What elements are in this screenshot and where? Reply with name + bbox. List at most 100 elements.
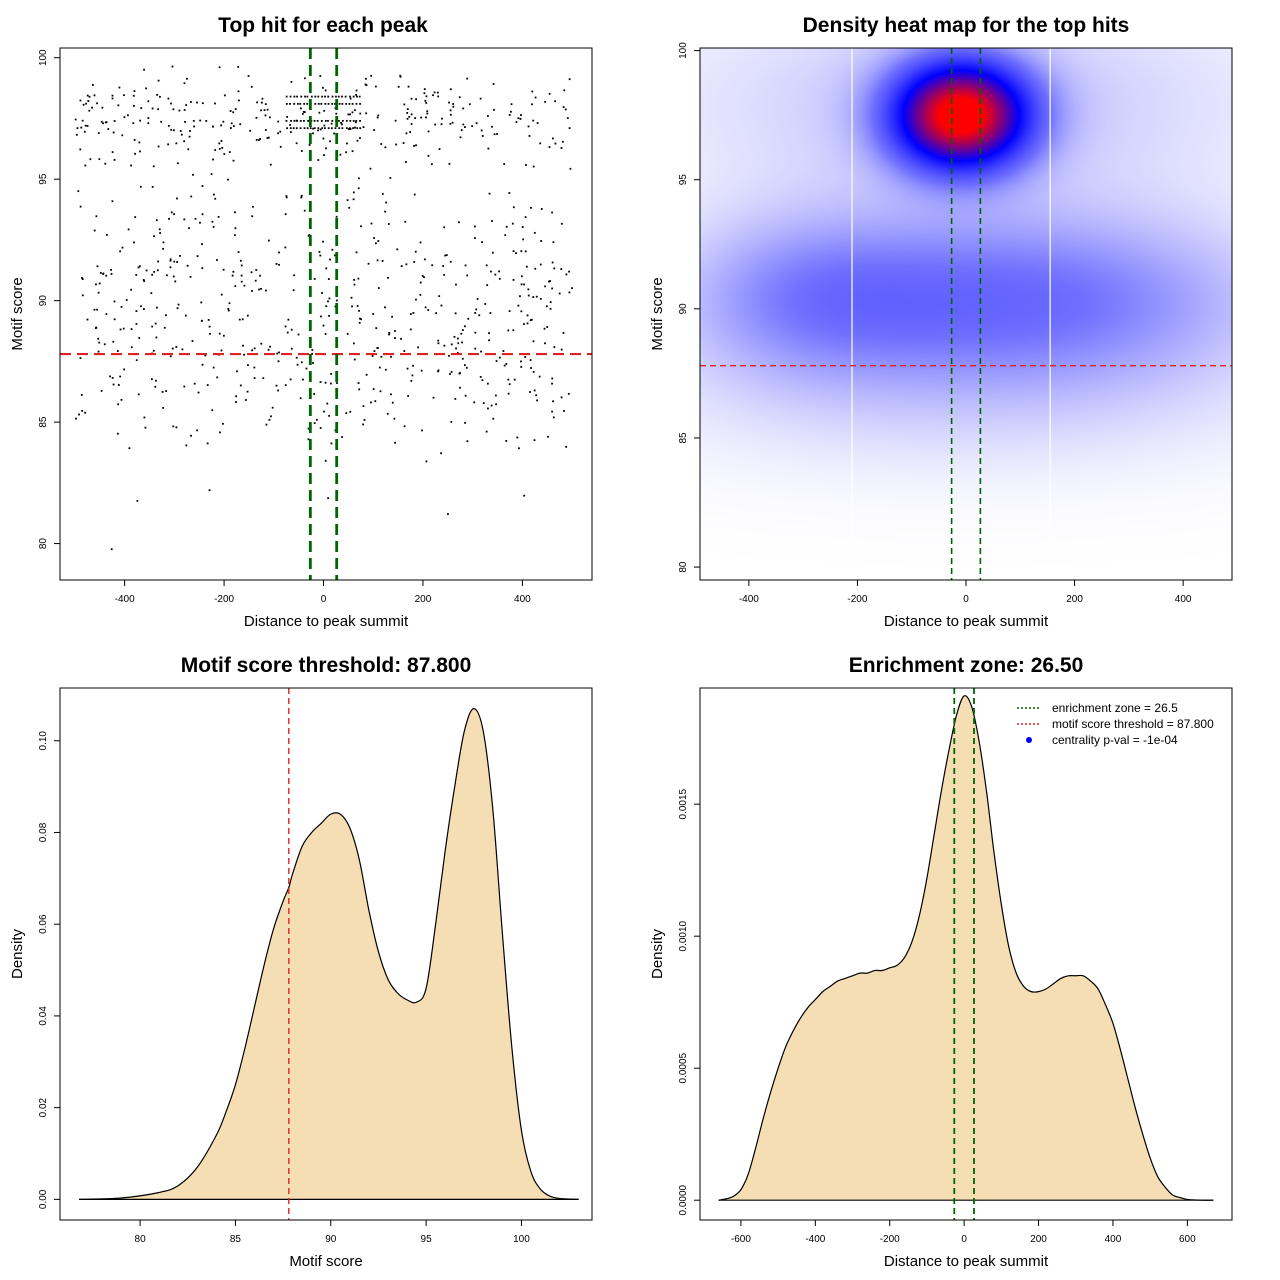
- scatter-point: [279, 130, 282, 133]
- scatter-point: [321, 95, 324, 98]
- scatter-point: [276, 352, 279, 355]
- scatter-point: [121, 246, 124, 249]
- scatter-point: [183, 218, 186, 221]
- scatter-point: [319, 381, 322, 384]
- scatter-point: [481, 379, 484, 382]
- scatter-point: [251, 215, 254, 218]
- scatter-point: [286, 331, 289, 334]
- scatter-point: [154, 385, 157, 388]
- scatter-point: [335, 95, 337, 98]
- scatter-point: [326, 402, 329, 405]
- scatter-point: [243, 284, 246, 287]
- scatter-point: [331, 95, 334, 98]
- scatter-point: [91, 106, 93, 109]
- scatter-point: [242, 344, 244, 347]
- scatter-point: [290, 119, 292, 122]
- scatter-point: [360, 225, 362, 228]
- scatter-point: [390, 393, 392, 396]
- scatter-point: [159, 232, 161, 234]
- scatter-point: [476, 298, 479, 300]
- scatter-point: [408, 115, 411, 118]
- scatter-point: [120, 398, 123, 401]
- scatter-point: [420, 369, 423, 372]
- scatter-point: [461, 329, 464, 331]
- scatter-point: [413, 193, 416, 196]
- scatter-point: [132, 122, 135, 125]
- scatter-point: [549, 307, 552, 310]
- scatter-point: [105, 274, 108, 277]
- scatter-point: [230, 122, 233, 125]
- scatter-point: [552, 241, 555, 244]
- scatter-point: [234, 285, 237, 288]
- scatter-point: [437, 369, 440, 372]
- scatter-point: [505, 363, 508, 365]
- scatter-point: [316, 119, 319, 122]
- scatter-point: [448, 162, 451, 165]
- scatter-point: [376, 116, 379, 119]
- scatter-point: [255, 138, 258, 141]
- scatter-point: [93, 94, 96, 97]
- scatter-point: [107, 128, 110, 130]
- scatter-point: [264, 103, 267, 105]
- scatter-point: [420, 116, 423, 119]
- scatter-point: [130, 164, 133, 167]
- scatter-point: [449, 113, 452, 116]
- scatter-point: [490, 404, 493, 407]
- scatter-point: [437, 370, 439, 373]
- scatter-point: [322, 240, 324, 243]
- scatter-point: [79, 148, 82, 151]
- scatter-point: [183, 109, 186, 111]
- heatmap-raster: [700, 48, 1232, 580]
- scatter-point: [464, 126, 466, 129]
- scatter-point: [338, 102, 341, 105]
- scatter-point: [433, 91, 436, 94]
- scatter-point: [159, 95, 161, 98]
- scatter-point: [565, 445, 568, 448]
- scatter-point: [113, 159, 116, 161]
- scatter-point: [373, 237, 375, 239]
- scatter-point: [324, 127, 326, 130]
- scatter-point: [189, 130, 191, 132]
- x-tick-label: 200: [1066, 594, 1083, 605]
- scatter-point: [293, 95, 296, 98]
- scatter-point: [323, 124, 326, 127]
- scatter-point: [147, 122, 150, 125]
- scatter-point: [384, 146, 387, 149]
- scatter-point: [353, 358, 356, 361]
- scatter-point: [348, 102, 351, 105]
- scatter-point: [310, 95, 313, 98]
- scatter-point: [329, 258, 331, 261]
- scatter-point: [373, 350, 376, 352]
- scatter-point: [239, 259, 242, 262]
- scatter-point: [440, 123, 443, 126]
- scatter-point: [81, 294, 84, 297]
- x-tick-label: -400: [739, 594, 759, 605]
- x-tick-label: 200: [415, 594, 432, 605]
- scatter-point: [355, 119, 358, 122]
- scatter-point: [410, 379, 413, 382]
- scatter-point: [232, 159, 235, 162]
- scatter-point: [533, 389, 536, 392]
- x-tick-label: -200: [847, 594, 867, 605]
- scatter-point: [370, 401, 372, 404]
- scatter-point: [88, 95, 91, 98]
- scatter-point: [435, 312, 438, 315]
- scatter-point: [151, 186, 154, 188]
- scatter-point: [306, 102, 309, 105]
- scatter-point: [458, 372, 461, 375]
- scatter-point: [474, 347, 477, 350]
- scatter-point: [487, 407, 489, 410]
- scatter-point: [93, 308, 96, 311]
- scatter-point: [105, 121, 108, 124]
- scatter-point: [201, 213, 204, 216]
- scatter-point: [79, 357, 82, 360]
- scatter-point: [84, 124, 87, 127]
- scatter-point: [305, 367, 308, 370]
- scatter-point: [234, 108, 237, 110]
- scatter-point: [243, 353, 246, 356]
- scatter-point: [362, 126, 365, 129]
- scatter-point: [488, 339, 490, 342]
- scatter-point: [289, 378, 292, 381]
- scatter-point: [277, 132, 279, 135]
- scatter-point: [209, 332, 211, 335]
